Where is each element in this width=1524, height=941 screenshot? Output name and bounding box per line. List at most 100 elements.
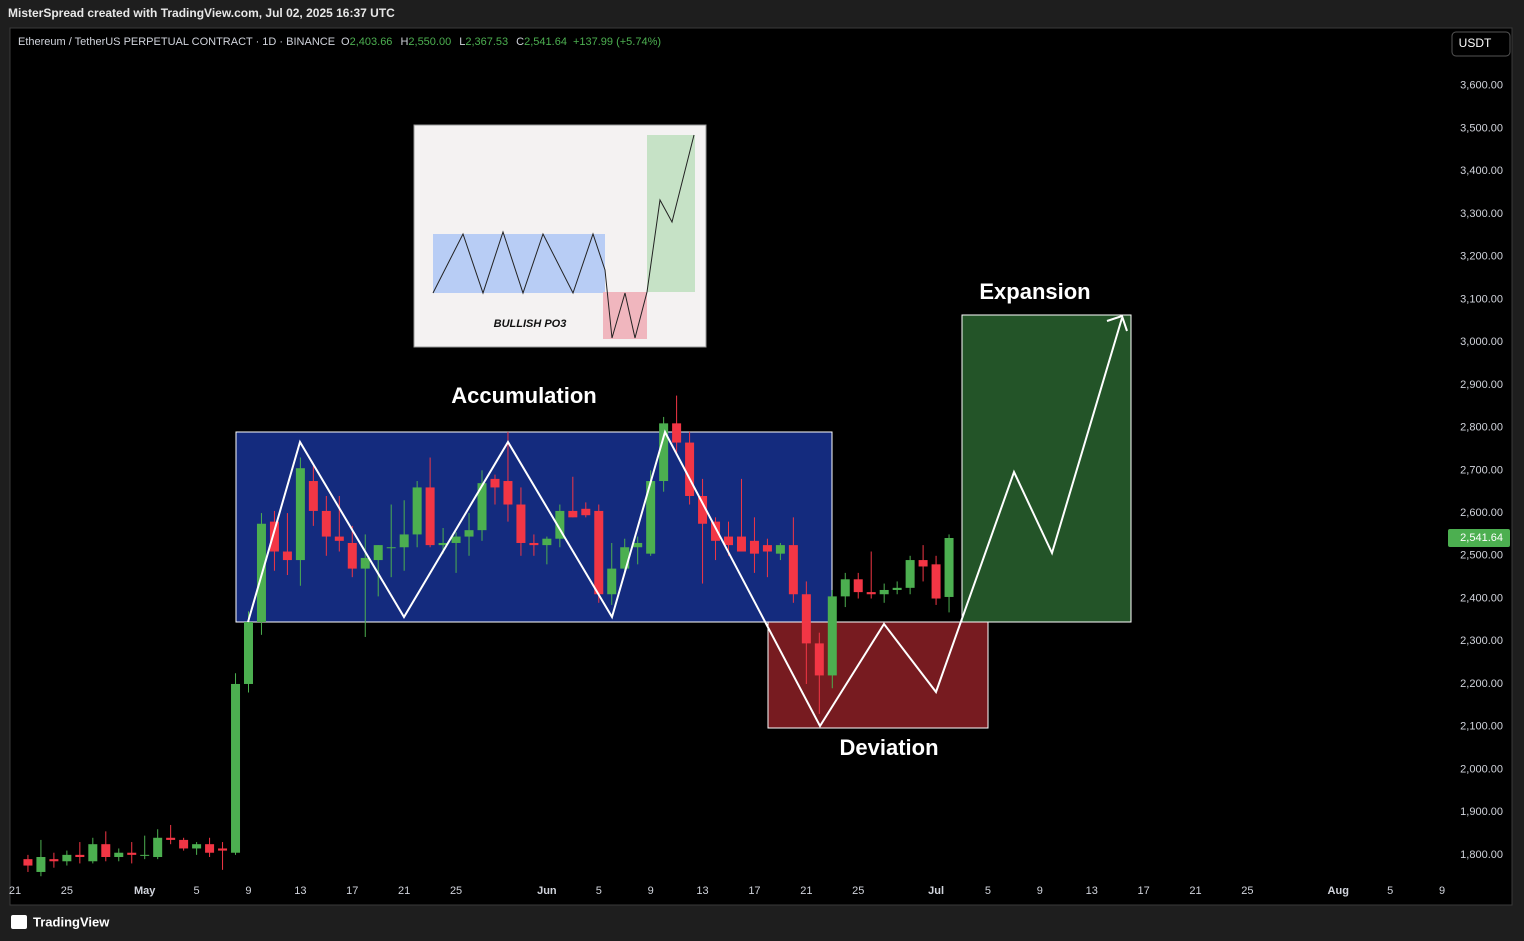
candle-body <box>555 510 565 539</box>
candle-body <box>477 483 487 531</box>
candle-body <box>101 844 111 858</box>
candle-body <box>698 495 708 524</box>
candle-body <box>282 551 292 561</box>
candle-body <box>438 542 448 546</box>
candle-body <box>749 540 759 554</box>
candle-body <box>218 848 228 851</box>
candle-body <box>62 854 72 862</box>
plot <box>23 314 1132 877</box>
y-tick-label: 2,500.00 <box>1460 550 1503 562</box>
x-tick-label: 25 <box>1241 885 1253 897</box>
candle-body <box>685 442 695 496</box>
ohlc-label: L <box>459 36 465 48</box>
x-tick-label: 5 <box>985 885 991 897</box>
candle-body <box>581 508 591 516</box>
currency[interactable]: USDT <box>1459 36 1492 50</box>
y-tick-label: 2,000.00 <box>1460 763 1503 775</box>
candle-body <box>127 852 137 855</box>
candle-body <box>243 622 253 684</box>
candle-body <box>594 510 604 595</box>
candle-body <box>788 545 798 595</box>
candle-body <box>672 423 682 443</box>
candle-body <box>373 545 383 561</box>
ohlc-value: 2,403.66 <box>350 36 393 48</box>
y-tick-label: 3,500.00 <box>1460 122 1503 134</box>
candle-body <box>140 854 150 856</box>
y-tick-label: 2,100.00 <box>1460 721 1503 733</box>
ohlc-value: 2,550.00 <box>408 36 451 48</box>
y-tick-label: 2,800.00 <box>1460 422 1503 434</box>
candle-body <box>205 844 215 853</box>
change: +137.99 (+5.74%) <box>573 36 661 48</box>
candle-body <box>231 683 241 853</box>
credit: MisterSpread created with TradingView.co… <box>8 6 395 20</box>
candle-body <box>711 521 721 541</box>
candle-body <box>49 859 59 862</box>
candle-body <box>853 579 863 593</box>
ohlc-label: O <box>341 36 350 48</box>
ohlc-value: 2,367.53 <box>465 36 508 48</box>
candle-body <box>931 564 941 599</box>
candle-body <box>321 510 331 537</box>
x-tick-label: 9 <box>1439 885 1445 897</box>
candle-body <box>334 536 344 541</box>
x-tick-label: 5 <box>194 885 200 897</box>
candle-body <box>386 547 396 549</box>
candle-body <box>360 557 370 569</box>
x-tick-label: 21 <box>800 885 812 897</box>
candle-body <box>425 487 435 546</box>
candle-body <box>646 481 656 554</box>
expansion-label: Expansion <box>979 279 1090 304</box>
candle-body <box>892 587 902 590</box>
candle-body <box>659 423 669 482</box>
ohlc-value: 2,541.64 <box>524 36 567 48</box>
inset-path <box>432 134 695 339</box>
candle-body <box>269 521 279 552</box>
candle-body <box>464 530 474 537</box>
x-tick-label: 25 <box>61 885 73 897</box>
inset-deviation <box>603 292 647 339</box>
candle-body <box>633 542 643 548</box>
candle-body <box>75 854 85 858</box>
x-tick-label: 17 <box>748 885 760 897</box>
inset-label: BULLISH PO3 <box>494 318 567 330</box>
candle-body <box>814 643 824 676</box>
y-tick-label: 1,900.00 <box>1460 806 1503 818</box>
candle-body <box>801 594 811 644</box>
ohlc-label: H <box>400 36 408 48</box>
brand: TradingView <box>33 914 110 929</box>
candle-body <box>23 859 33 866</box>
candle-body <box>36 857 46 872</box>
candle-body <box>542 538 552 546</box>
x-tick-label: May <box>134 885 156 897</box>
candle-body <box>529 542 539 546</box>
candle-body <box>879 589 889 595</box>
x-tick-label: 9 <box>1037 885 1043 897</box>
y-tick-label: 3,400.00 <box>1460 165 1503 177</box>
x-tick-label: 25 <box>852 885 864 897</box>
candle-body <box>775 545 785 554</box>
candle-body <box>736 536 746 552</box>
x-tick-label: 21 <box>398 885 410 897</box>
logo <box>11 915 27 929</box>
candle-body <box>944 538 954 597</box>
candle-body <box>192 844 202 849</box>
currency-button[interactable] <box>1451 31 1511 57</box>
arrow-head <box>1106 314 1128 332</box>
x-tick-label: 25 <box>450 885 462 897</box>
candle-body <box>607 568 617 595</box>
x-tick-label: 17 <box>1138 885 1150 897</box>
overlay: Accumulation Expansion Deviation BULLISH… <box>247 124 1128 760</box>
candle-body <box>412 487 422 535</box>
y-tick-label: 3,200.00 <box>1460 251 1503 263</box>
accumulation-box <box>235 431 833 623</box>
x-tick-label: 21 <box>1189 885 1201 897</box>
y-tick-label: 2,400.00 <box>1460 592 1503 604</box>
x-tick-label: 13 <box>294 885 306 897</box>
candle-body <box>88 844 98 862</box>
x-tick-label: Jul <box>928 885 944 897</box>
candle-body <box>308 481 318 511</box>
candle-body <box>179 839 189 849</box>
candle-body <box>490 478 500 488</box>
